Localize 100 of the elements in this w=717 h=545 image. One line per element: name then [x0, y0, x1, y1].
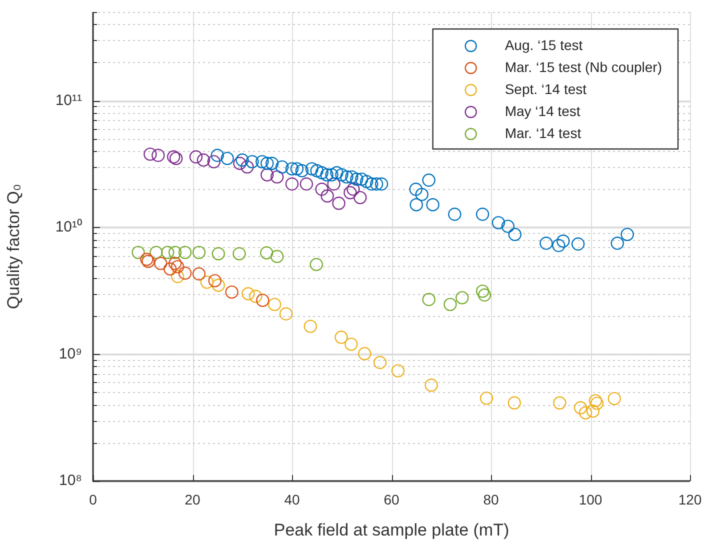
point	[164, 262, 177, 276]
point	[508, 396, 521, 410]
point	[132, 246, 145, 260]
x-tick-label: 120	[678, 491, 702, 508]
point	[220, 152, 234, 166]
point	[444, 298, 457, 312]
point	[189, 150, 203, 164]
point	[300, 177, 314, 191]
point	[410, 198, 423, 212]
point	[256, 294, 270, 307]
y-tick-label: 10¹¹	[55, 92, 82, 109]
point	[508, 228, 522, 242]
point	[266, 156, 279, 170]
point	[344, 338, 358, 351]
point	[540, 236, 553, 250]
point	[553, 396, 566, 410]
point	[232, 247, 246, 260]
point	[415, 188, 428, 202]
point	[358, 347, 372, 360]
point	[501, 220, 515, 233]
y-tick-label: 10⁸	[58, 472, 82, 490]
point	[590, 396, 604, 410]
point	[285, 162, 299, 176]
point	[192, 267, 206, 280]
point	[476, 284, 490, 298]
point	[178, 266, 192, 280]
point	[374, 177, 388, 191]
point	[233, 156, 246, 170]
legend-label: Mar. ‘14 test	[504, 124, 582, 141]
point	[310, 258, 323, 272]
point	[249, 290, 262, 303]
point	[448, 208, 462, 221]
point	[320, 189, 334, 203]
point	[152, 148, 165, 162]
point	[169, 152, 183, 166]
point	[320, 168, 334, 182]
point	[355, 172, 368, 186]
point	[610, 236, 624, 250]
point	[325, 168, 338, 182]
point	[208, 274, 222, 288]
legend-label: Sept. ‘14 test	[504, 80, 587, 97]
point	[310, 164, 324, 178]
point	[556, 234, 570, 248]
point	[200, 276, 214, 289]
point	[212, 278, 225, 292]
point	[170, 270, 184, 284]
point	[409, 182, 422, 196]
point	[192, 246, 206, 260]
point	[178, 246, 192, 260]
point	[260, 168, 274, 182]
point	[574, 401, 588, 414]
point	[207, 155, 220, 168]
point	[350, 172, 364, 186]
point	[478, 288, 492, 302]
legend-label: May ‘14 test	[504, 102, 580, 119]
x-tick-label: 100	[578, 491, 602, 508]
point	[268, 298, 282, 312]
point	[422, 174, 436, 187]
point	[260, 156, 274, 170]
point	[246, 155, 259, 168]
point	[588, 394, 602, 408]
point	[154, 256, 168, 270]
x-tick-label: 20	[184, 491, 200, 508]
point	[225, 285, 238, 299]
point	[422, 292, 436, 306]
point	[168, 246, 182, 260]
point	[150, 246, 163, 260]
point	[161, 246, 174, 260]
x-axis-title: Peak field at sample plate (mT)	[274, 520, 510, 540]
point	[236, 153, 249, 167]
point	[305, 162, 318, 176]
point	[370, 177, 384, 191]
point	[170, 260, 184, 274]
point	[344, 186, 357, 200]
point	[608, 392, 621, 406]
point	[360, 174, 374, 188]
point	[335, 168, 348, 182]
point	[275, 160, 289, 174]
point	[340, 170, 354, 184]
y-tick-label: 10¹⁰	[55, 218, 82, 236]
point	[260, 246, 274, 260]
legend-label: Aug. ‘15 test	[504, 36, 583, 53]
point	[240, 160, 254, 174]
point	[334, 330, 348, 344]
x-tick-label: 0	[89, 491, 98, 508]
point	[315, 182, 328, 196]
point	[578, 406, 592, 420]
point	[391, 364, 405, 378]
legend-label: Mar. ‘15 test (Nb coupler)	[504, 58, 662, 75]
point	[256, 155, 269, 168]
point	[270, 250, 284, 264]
point	[424, 378, 438, 392]
y-tick-label: 10⁹	[58, 345, 82, 362]
point	[620, 228, 634, 242]
point	[212, 247, 225, 260]
point	[327, 177, 340, 191]
point	[426, 198, 440, 212]
point	[373, 356, 387, 370]
point	[144, 148, 157, 161]
x-tick-label: 40	[284, 491, 300, 508]
